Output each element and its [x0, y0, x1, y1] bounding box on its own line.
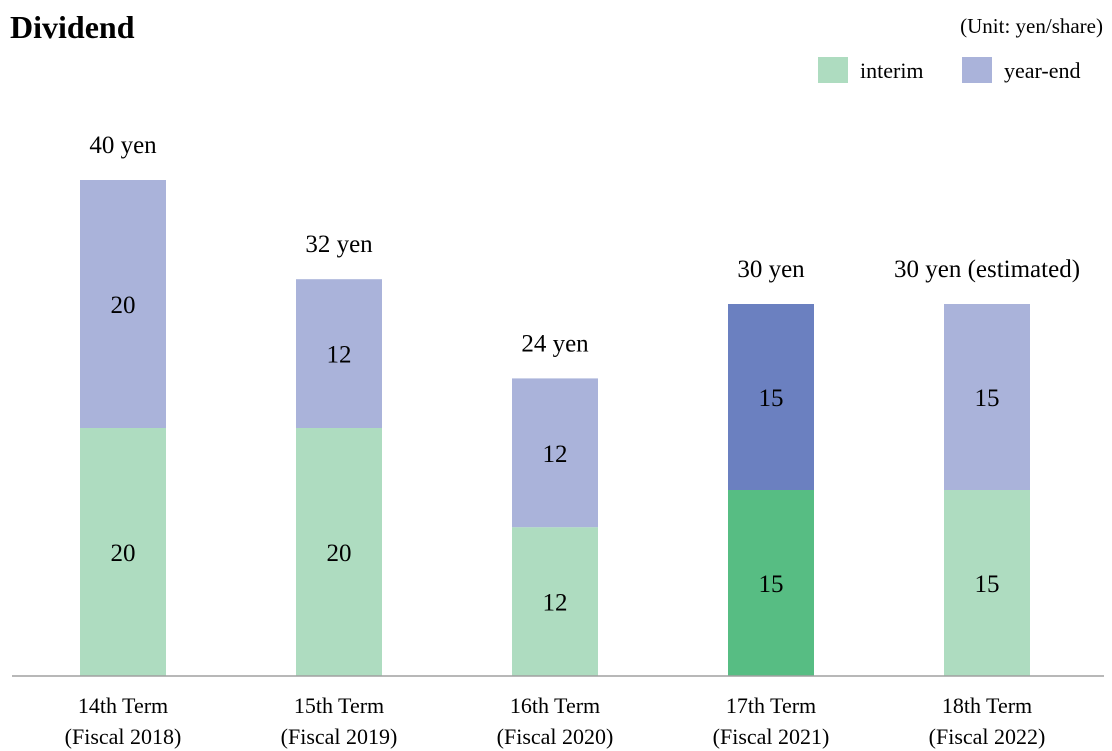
bar-interim-2 [512, 527, 598, 676]
legend-swatch-interim [818, 57, 848, 83]
bar-interim-3 [728, 490, 814, 676]
x-tick-label-4-line2: (Fiscal 2022) [929, 724, 1046, 749]
bar-interim-1 [296, 428, 382, 676]
x-tick-label-4-line1: 18th Term [942, 693, 1032, 718]
legend-swatch-year-end [962, 57, 992, 83]
value-label-interim-1: 20 [327, 540, 352, 567]
bar-interim-4 [944, 490, 1030, 676]
legend-label-year-end: year-end [1004, 58, 1081, 83]
total-label-3: 30 yen [737, 256, 805, 283]
total-label-1: 32 yen [305, 231, 373, 258]
value-label-year-end-4: 15 [975, 385, 1000, 412]
value-label-interim-2: 12 [543, 590, 568, 617]
x-tick-label-3-line1: 17th Term [726, 693, 816, 718]
legend-label-interim: interim [860, 58, 924, 83]
chart-title: Dividend [10, 9, 135, 45]
bars-layer: 20 20 40 yen 14th Term (Fiscal 2018) 20 12 32 y… [65, 132, 1080, 749]
bar-year-end-3 [728, 304, 814, 490]
x-tick-label-1-line2: (Fiscal 2019) [281, 724, 398, 749]
bar-year-end-1 [296, 279, 382, 428]
total-label-4: 30 yen (estimated) [894, 256, 1080, 283]
value-label-interim-0: 20 [111, 540, 136, 567]
value-label-year-end-2: 12 [543, 441, 568, 468]
value-label-interim-4: 15 [975, 571, 1000, 598]
value-label-year-end-0: 20 [111, 292, 136, 319]
x-tick-label-3-line2: (Fiscal 2021) [713, 724, 830, 749]
x-tick-label-0-line1: 14th Term [78, 693, 168, 718]
x-tick-label-1-line1: 15th Term [294, 693, 384, 718]
value-label-interim-3: 15 [759, 571, 784, 598]
total-label-0: 40 yen [89, 132, 157, 159]
x-tick-label-0-line2: (Fiscal 2018) [65, 724, 182, 749]
total-label-2: 24 yen [521, 330, 589, 357]
bar-interim-0 [80, 428, 166, 676]
unit-note: (Unit: yen/share) [960, 14, 1103, 38]
value-label-year-end-3: 15 [759, 385, 784, 412]
bar-year-end-4 [944, 304, 1030, 490]
x-tick-label-2-line2: (Fiscal 2020) [497, 724, 614, 749]
x-tick-label-2-line1: 16th Term [510, 693, 600, 718]
bar-year-end-2 [512, 378, 598, 528]
value-label-year-end-1: 12 [327, 342, 352, 369]
bar-year-end-0 [80, 180, 166, 428]
legend: interim year-end [818, 57, 1081, 83]
